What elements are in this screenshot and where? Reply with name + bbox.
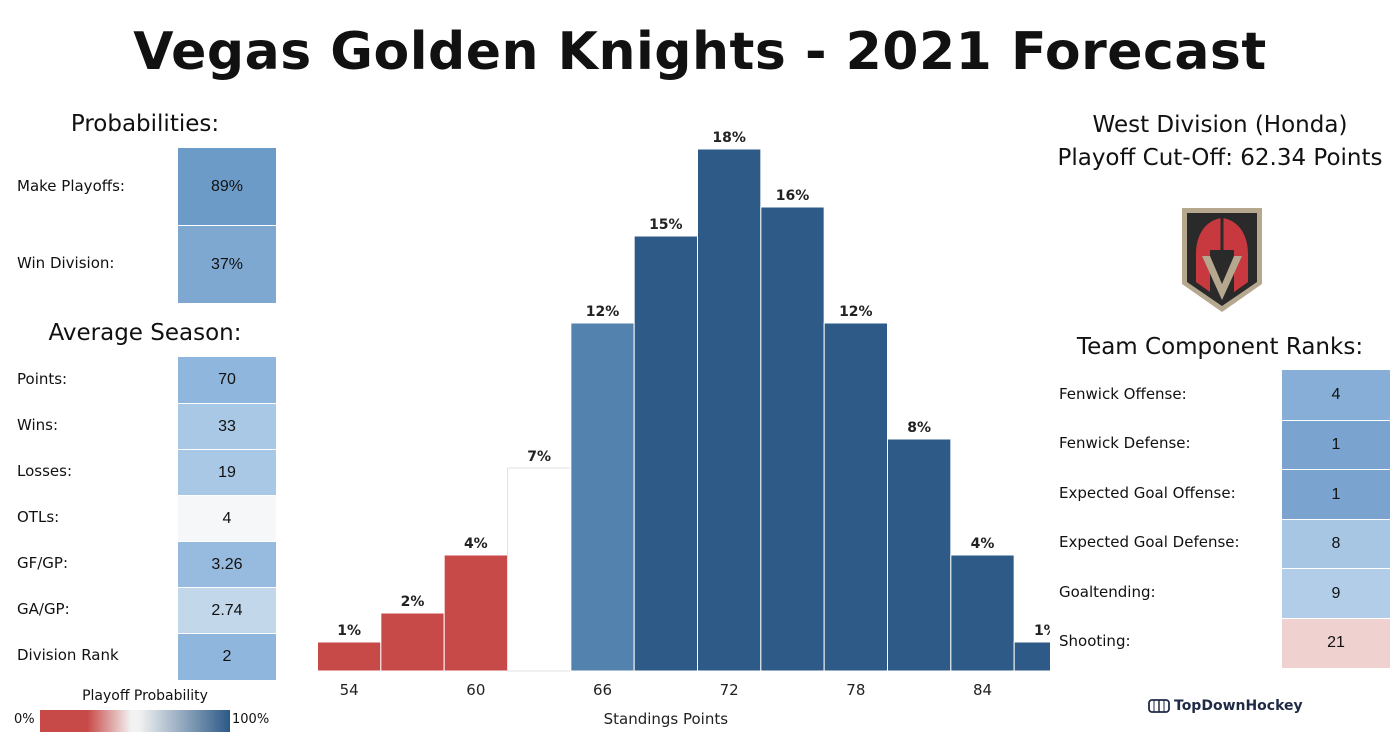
legend-title: Playoff Probability	[70, 688, 220, 704]
season-stat-value: 2.74	[178, 587, 276, 634]
bar-data-label: 15%	[649, 217, 683, 233]
season-stat-label: Points:	[17, 370, 67, 388]
component-rank-label: Fenwick Defense:	[1059, 434, 1191, 452]
season-stat-value: 19	[178, 449, 276, 496]
component-rank-label: Goaltending:	[1059, 583, 1156, 601]
x-axis-label: Standings Points	[604, 710, 729, 728]
bar-data-label: 8%	[907, 420, 931, 436]
histogram-bar	[318, 642, 381, 671]
rink-icon	[1148, 699, 1170, 713]
average-season-heading: Average Season:	[30, 320, 260, 346]
bar-data-label: 12%	[586, 304, 620, 320]
histogram-bar	[1014, 642, 1050, 671]
season-stat-label: Losses:	[17, 462, 72, 480]
bar-data-label: 1%	[337, 623, 361, 639]
playoff-cutoff: Playoff Cut-Off: 62.34 Points	[1040, 145, 1400, 171]
season-stat-value: 2	[178, 633, 276, 680]
component-rank-value: 8	[1282, 519, 1390, 570]
histogram-bar	[951, 555, 1014, 671]
probability-value: 37%	[178, 225, 276, 303]
brand: TopDownHockey	[1148, 698, 1303, 714]
legend-min-label: 0%	[14, 712, 35, 727]
histogram-bar	[824, 323, 887, 671]
bar-data-label: 4%	[971, 536, 995, 552]
legend-gradient-bar	[40, 710, 230, 732]
component-rank-value: 1	[1282, 420, 1390, 471]
season-stat-value: 70	[178, 357, 276, 403]
season-stat-label: OTLs:	[17, 508, 59, 526]
x-tick-label: 60	[466, 681, 485, 699]
histogram-bar	[571, 323, 634, 671]
page-title: Vegas Golden Knights - 2021 Forecast	[0, 22, 1400, 82]
probabilities-heading: Probabilities:	[60, 111, 230, 137]
forecast-histogram: 1% 2% 4% 7% 12% 15% 18% 16% 12% 8% 4% 1% 54 60 66 72 78 8…	[290, 120, 1050, 740]
season-stat-label: GF/GP:	[17, 554, 68, 572]
component-rank-label: Shooting:	[1059, 632, 1131, 650]
histogram-bar	[698, 149, 761, 671]
division-name: West Division (Honda)	[1060, 112, 1380, 138]
histogram-bar	[508, 468, 571, 671]
component-ranks-heading: Team Component Ranks:	[1075, 334, 1365, 360]
component-rank-value: 1	[1282, 469, 1390, 520]
histogram-bar	[888, 439, 951, 671]
component-rank-label: Expected Goal Defense:	[1059, 533, 1240, 551]
component-rank-value: 21	[1282, 618, 1390, 669]
component-rank-value: 9	[1282, 568, 1390, 619]
histogram-bar	[634, 236, 697, 671]
bar-data-label: 7%	[527, 449, 551, 465]
legend-max-label: 100%	[232, 712, 269, 727]
season-stat-value: 3.26	[178, 541, 276, 588]
histogram-bar	[381, 613, 444, 671]
component-rank-value: 4	[1282, 370, 1390, 420]
season-stat-label: Wins:	[17, 416, 58, 434]
bar-data-label: 18%	[712, 130, 746, 146]
golden-knights-helmet-icon	[1178, 204, 1266, 316]
x-tick-label: 54	[340, 681, 359, 699]
probability-value: 89%	[178, 148, 276, 225]
component-rank-label: Fenwick Offense:	[1059, 385, 1187, 403]
season-stat-value: 4	[178, 495, 276, 542]
x-tick-label: 66	[593, 681, 612, 699]
season-stat-label: Division Rank	[17, 646, 119, 664]
bar-data-label: 1%	[1034, 623, 1050, 639]
x-tick-label: 72	[720, 681, 739, 699]
bar-data-label: 4%	[464, 536, 488, 552]
probability-label: Win Division:	[17, 254, 114, 272]
bar-data-label: 16%	[776, 188, 810, 204]
season-stat-value: 33	[178, 403, 276, 450]
bar-data-label: 2%	[401, 594, 425, 610]
season-stat-label: GA/GP:	[17, 600, 70, 618]
bar-data-label: 12%	[839, 304, 873, 320]
x-tick-label: 78	[846, 681, 865, 699]
histogram-bar	[761, 207, 824, 671]
histogram-bar	[444, 555, 507, 671]
component-rank-label: Expected Goal Offense:	[1059, 484, 1236, 502]
probability-label: Make Playoffs:	[17, 177, 125, 195]
x-tick-label: 84	[973, 681, 992, 699]
brand-name: TopDownHockey	[1174, 698, 1303, 714]
